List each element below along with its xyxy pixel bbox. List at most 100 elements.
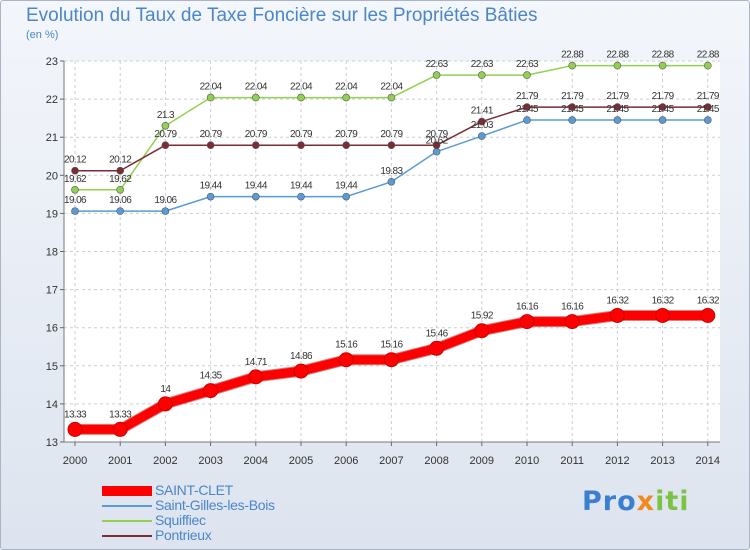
data-point xyxy=(700,308,716,324)
data-point xyxy=(342,93,351,102)
y-axis-unit: (en %) xyxy=(26,29,59,41)
data-point xyxy=(338,352,354,368)
y-tick-label: 13 xyxy=(46,437,58,449)
data-label: 16.16 xyxy=(516,302,539,313)
y-tick-label: 20 xyxy=(46,170,58,182)
data-point xyxy=(474,323,490,339)
data-label: 16.32 xyxy=(606,296,629,307)
data-point xyxy=(387,177,396,186)
logo-part-3: iti xyxy=(655,486,690,517)
data-label: 19.62 xyxy=(64,174,87,185)
data-label: 14.35 xyxy=(200,371,223,382)
data-point xyxy=(432,147,441,156)
data-point xyxy=(206,141,215,150)
y-tick-label: 21 xyxy=(46,132,58,144)
data-label: 21.79 xyxy=(606,91,629,102)
data-point xyxy=(116,207,124,215)
data-point xyxy=(248,369,264,385)
data-point xyxy=(161,141,170,150)
data-point xyxy=(658,103,667,111)
data-point xyxy=(568,103,577,111)
data-label: 21.79 xyxy=(697,91,720,102)
data-label: 20.79 xyxy=(426,129,449,140)
data-label: 21.79 xyxy=(516,91,539,102)
data-label: 15.16 xyxy=(380,340,403,351)
data-point xyxy=(116,185,124,194)
data-point xyxy=(252,93,260,102)
data-label: 19.06 xyxy=(64,195,87,206)
data-point xyxy=(206,93,215,102)
data-point xyxy=(387,141,396,150)
data-label: 21.45 xyxy=(606,104,629,115)
data-label: 14 xyxy=(160,384,171,395)
data-point xyxy=(432,71,441,79)
data-point xyxy=(609,308,625,324)
data-point xyxy=(655,308,671,324)
data-point xyxy=(203,383,219,399)
x-tick-label: 2000 xyxy=(63,455,87,467)
x-tick-label: 2008 xyxy=(424,455,448,467)
data-label: 19.44 xyxy=(200,181,223,192)
data-point xyxy=(342,141,351,150)
x-tick-label: 2009 xyxy=(470,455,494,467)
data-point xyxy=(523,103,531,111)
data-point xyxy=(613,103,622,111)
data-label: 19.44 xyxy=(290,181,313,192)
data-label: 20.79 xyxy=(380,129,403,140)
data-label: 22.88 xyxy=(606,50,629,61)
data-point xyxy=(161,121,170,130)
y-tick-label: 15 xyxy=(46,361,58,373)
x-tick-label: 2007 xyxy=(379,455,403,467)
series-saint-gilles-les-bois xyxy=(71,116,712,215)
data-label: 20.79 xyxy=(200,129,223,140)
data-point xyxy=(252,192,260,201)
x-tick-label: 2001 xyxy=(108,455,132,467)
data-point xyxy=(71,207,79,215)
x-tick-label: 2014 xyxy=(696,455,720,467)
data-label: 20.79 xyxy=(154,129,177,140)
series-layer xyxy=(67,61,716,437)
data-point xyxy=(297,141,305,150)
data-point xyxy=(297,192,305,201)
data-point xyxy=(519,314,535,330)
data-labels: 19.06 19.06 19.06 19.44 19.44 19.44 19.44 19.83… xyxy=(64,50,720,421)
data-point xyxy=(658,116,667,124)
data-label: 19.06 xyxy=(109,195,132,206)
data-label: 22.04 xyxy=(200,82,223,93)
data-label: 20.12 xyxy=(109,155,132,166)
data-label: 20.79 xyxy=(290,129,313,140)
data-label: 22.04 xyxy=(335,82,358,93)
x-tick-label: 2013 xyxy=(650,455,674,467)
data-label: 19.44 xyxy=(335,181,358,192)
data-label: 19.44 xyxy=(245,181,268,192)
data-label: 20.12 xyxy=(64,155,87,166)
axes: 13 14 15 16 17 18 19 20 21 22 23 2000 2001 2002 2003 20… xyxy=(46,56,720,467)
legend-label: Squiffiec xyxy=(155,512,206,528)
data-point xyxy=(297,93,305,102)
legend-swatch xyxy=(102,505,152,507)
data-label: 14.71 xyxy=(245,357,268,368)
data-point xyxy=(477,132,486,140)
data-point xyxy=(161,207,170,215)
data-label: 15.46 xyxy=(426,328,449,339)
data-label: 21.03 xyxy=(471,120,494,131)
x-tick-label: 2003 xyxy=(198,455,222,467)
data-point xyxy=(293,363,309,379)
data-label: 22.04 xyxy=(245,82,268,93)
data-label: 19.83 xyxy=(380,166,403,177)
data-label: 21.45 xyxy=(697,104,720,115)
data-label: 22.88 xyxy=(561,50,584,61)
y-tick-label: 16 xyxy=(46,323,58,335)
data-point xyxy=(71,166,79,175)
data-point xyxy=(658,61,667,70)
data-point xyxy=(71,185,79,194)
logo-part-1: Pro xyxy=(582,486,637,517)
proxiti-logo: Proxiti xyxy=(582,486,690,517)
logo-part-2: x xyxy=(636,486,656,517)
data-label: 22.88 xyxy=(697,50,720,61)
y-tick-label: 18 xyxy=(46,247,58,259)
legend-swatch xyxy=(102,486,152,496)
data-label: 13.33 xyxy=(109,409,132,420)
data-point xyxy=(383,352,399,368)
